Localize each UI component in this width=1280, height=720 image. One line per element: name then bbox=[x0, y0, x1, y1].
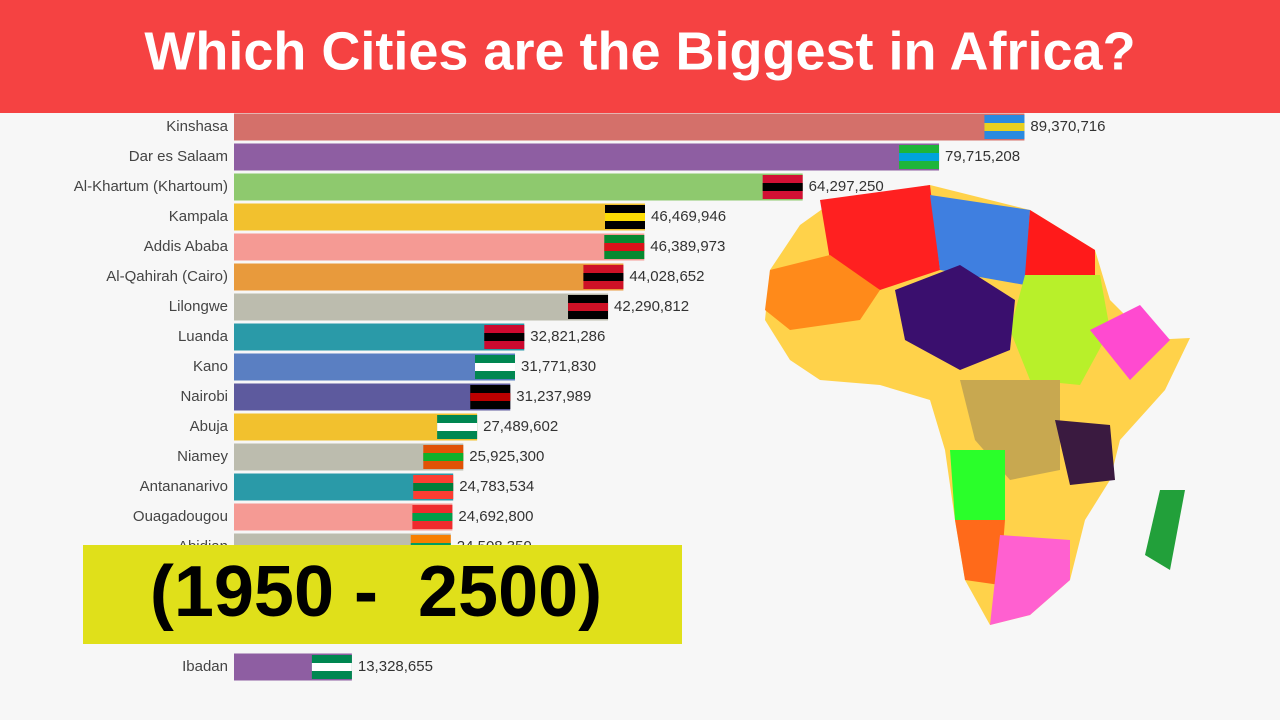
value-label: 32,821,286 bbox=[530, 328, 605, 345]
island bbox=[1145, 490, 1185, 570]
bar bbox=[234, 233, 645, 261]
value-label: 89,370,716 bbox=[1030, 118, 1105, 135]
category-label: Dar es Salaam bbox=[129, 148, 228, 165]
flag-stripe bbox=[412, 513, 453, 521]
value-label: 42,290,812 bbox=[614, 298, 689, 315]
bar bbox=[234, 323, 525, 351]
value-label: 79,715,208 bbox=[945, 148, 1020, 165]
value-label: 31,237,989 bbox=[516, 388, 591, 405]
flag-stripe bbox=[413, 483, 454, 491]
bar bbox=[234, 383, 511, 411]
category-label: Kampala bbox=[169, 208, 229, 225]
country bbox=[765, 255, 880, 330]
bar bbox=[234, 263, 624, 291]
bar bbox=[234, 173, 803, 201]
country bbox=[930, 195, 1030, 285]
value-label: 24,692,800 bbox=[458, 508, 533, 525]
category-label: Lilongwe bbox=[169, 298, 228, 315]
value-label: 46,389,973 bbox=[650, 238, 725, 255]
category-label: Al-Qahirah (Cairo) bbox=[106, 268, 228, 285]
category-label: Luanda bbox=[178, 328, 229, 345]
flag-stripe bbox=[568, 303, 609, 311]
flag-stripe bbox=[423, 453, 464, 461]
flag-stripe bbox=[311, 663, 352, 671]
flag-stripe bbox=[470, 393, 511, 401]
flag-stripe bbox=[583, 273, 624, 281]
category-label: Niamey bbox=[177, 448, 228, 465]
category-label: Nairobi bbox=[180, 388, 228, 405]
annotation: (1950 - 2500) bbox=[150, 552, 602, 632]
flag-stripe bbox=[604, 243, 645, 251]
category-label: Kano bbox=[193, 358, 228, 375]
value-label: 13,328,655 bbox=[358, 658, 433, 675]
category-label: Antananarivo bbox=[140, 478, 228, 495]
flag-stripe bbox=[437, 423, 478, 431]
bar bbox=[234, 413, 478, 441]
country bbox=[990, 535, 1070, 625]
flag-stripe bbox=[605, 213, 646, 221]
bar bbox=[234, 113, 1025, 141]
country bbox=[950, 450, 1005, 520]
flag-stripe bbox=[475, 363, 516, 371]
bar bbox=[234, 143, 940, 171]
flag-stripe bbox=[762, 183, 803, 191]
category-label: Ibadan bbox=[182, 658, 228, 675]
category-label: Abuja bbox=[190, 418, 229, 435]
africa-map bbox=[765, 185, 1190, 625]
flag-stripe bbox=[899, 153, 940, 161]
value-label: 27,489,602 bbox=[483, 418, 558, 435]
value-label: 24,783,534 bbox=[459, 478, 534, 495]
category-label: Kinshasa bbox=[166, 118, 228, 135]
bar bbox=[234, 353, 516, 381]
category-label: Ouagadougou bbox=[133, 508, 228, 525]
value-label: 64,297,250 bbox=[809, 178, 884, 195]
country bbox=[820, 185, 940, 290]
country bbox=[955, 520, 1005, 585]
flag-stripe bbox=[984, 123, 1025, 131]
country bbox=[1010, 275, 1110, 385]
title: Which Cities are the Biggest in Africa? bbox=[144, 21, 1135, 81]
country bbox=[1055, 420, 1115, 485]
header bbox=[0, 0, 1280, 113]
flag-stripe bbox=[484, 333, 525, 341]
value-label: 44,028,652 bbox=[629, 268, 704, 285]
category-label: Addis Ababa bbox=[144, 238, 229, 255]
value-label: 46,469,946 bbox=[651, 208, 726, 225]
country bbox=[1090, 305, 1170, 380]
value-label: 25,925,300 bbox=[469, 448, 544, 465]
category-label: Al-Khartum (Khartoum) bbox=[74, 178, 228, 195]
value-label: 31,771,830 bbox=[521, 358, 596, 375]
country bbox=[960, 380, 1060, 480]
annotation-box bbox=[83, 545, 682, 644]
country bbox=[1025, 210, 1095, 275]
bar bbox=[234, 293, 609, 321]
country bbox=[895, 265, 1015, 370]
bar bbox=[234, 203, 646, 231]
